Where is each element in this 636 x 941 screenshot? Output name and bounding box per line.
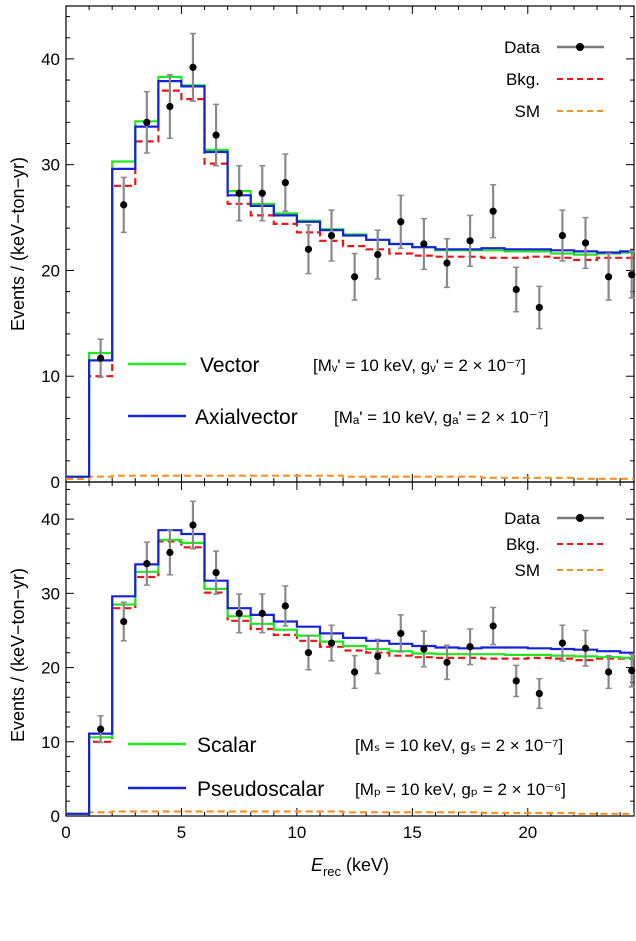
x-axis-title: Erec (keV) (311, 855, 389, 879)
data-point (166, 102, 174, 111)
x-axis-title-unit: (keV) (341, 855, 389, 875)
y-tick-label: 20 (41, 261, 60, 280)
legend-vector-params: [Mᵥ' = 10 keV, gᵥ' = 2 × 10⁻⁷] (313, 356, 526, 375)
y-tick-label: 40 (41, 510, 60, 529)
legend-sm-label-bottom: SM (515, 561, 541, 580)
y-tick-label: 20 (41, 659, 60, 678)
y-tick-label: 30 (41, 156, 60, 175)
data-point (558, 639, 567, 647)
series-sm-line (66, 810, 634, 815)
data-point (443, 259, 451, 267)
data-point (374, 652, 382, 661)
data-point (189, 521, 197, 529)
x-tick-label: 10 (287, 823, 306, 842)
legend-data-label-bottom: Data (504, 509, 540, 528)
data-point (351, 668, 359, 676)
y-tick-label: 30 (41, 584, 60, 603)
data-point (374, 250, 382, 259)
legend-vector-label: Vector (200, 354, 260, 377)
data-point (189, 63, 197, 71)
x-tick-label: 20 (518, 823, 537, 842)
data-point (512, 285, 520, 294)
legend-sm-label: SM (515, 102, 541, 121)
y-tick-label: 10 (41, 733, 60, 752)
legend-pseudoscalar-label: Pseudoscalar (197, 778, 324, 801)
legend-data-label: Data (504, 38, 540, 57)
legend-scalar-params: [Mₛ = 10 keV, gₛ = 2 × 10⁻⁷] (355, 736, 563, 755)
data-point (97, 354, 105, 362)
data-point (397, 629, 405, 638)
y-axis-title-bottom: Events / (keV−ton−yr) (8, 568, 28, 742)
model-legend-bottom: Scalar [Mₛ = 10 keV, gₛ = 2 × 10⁻⁷] Pseu… (128, 734, 566, 801)
data-point (420, 645, 428, 653)
data-point (212, 131, 220, 139)
x-tick-label: 15 (403, 823, 422, 842)
data-point (212, 568, 220, 577)
data-point (235, 609, 243, 617)
data-point (143, 560, 151, 568)
data-point (489, 622, 497, 630)
legend-data-marker (576, 43, 584, 51)
legend-bkg-label: Bkg. (506, 70, 540, 89)
data-legend-top: Data Bkg. SM (504, 38, 604, 121)
data-point (281, 602, 289, 610)
data-point (443, 658, 451, 666)
data-point (489, 207, 497, 215)
data-point (258, 609, 266, 617)
data-point (628, 271, 636, 279)
model-legend-top: Vector [Mᵥ' = 10 keV, gᵥ' = 2 × 10⁻⁷] Ax… (128, 354, 549, 429)
data-point (581, 644, 590, 652)
y-tick-label: 0 (51, 473, 60, 492)
legend-scalar-label: Scalar (197, 734, 257, 757)
data-point (120, 201, 128, 209)
y-tick-label: 0 (51, 807, 60, 826)
y-axis-title-top: Events / (keV−ton−yr) (8, 157, 28, 331)
data-point (143, 118, 151, 126)
data-point (558, 231, 567, 240)
data-point (466, 643, 474, 651)
legend-axialvector-params: [Mₐ' = 10 keV, gₐ' = 2 × 10⁻⁷] (334, 408, 549, 427)
x-tick-label: 5 (177, 823, 186, 842)
y-tick-label: 10 (41, 367, 60, 386)
legend-pseudoscalar-params: [Mₚ = 10 keV, gₚ = 2 × 10⁻⁶] (355, 780, 566, 799)
data-point (304, 245, 313, 253)
y-tick-label: 40 (41, 50, 60, 69)
legend-data-marker-bottom (576, 514, 584, 522)
data-point (605, 273, 613, 281)
data-point (628, 666, 636, 675)
x-axis-title-main: E (311, 855, 324, 875)
data-point (166, 548, 174, 557)
data-point (281, 179, 289, 187)
data-legend-bottom: Data Bkg. SM (504, 509, 604, 580)
series-axialvector-line (66, 80, 634, 478)
data-point (327, 639, 336, 647)
data-point (351, 273, 359, 281)
x-axis-title-sub: rec (323, 864, 342, 879)
panel-top: 0 10 20 30 40 Events / (keV−ton−yr) Data Bkg… (8, 5, 636, 492)
x-tick-label: 0 (61, 823, 70, 842)
data-point (304, 649, 313, 657)
legend-axialvector-label: Axialvector (195, 406, 298, 429)
series-sm-line (66, 474, 634, 480)
data-point (535, 303, 543, 312)
data-point (397, 218, 405, 226)
data-point (327, 231, 336, 240)
data-point (512, 677, 520, 685)
data-point (535, 689, 543, 698)
data-point (420, 240, 428, 248)
data-point (120, 617, 128, 626)
data-point (258, 189, 266, 197)
legend-bkg-label-bottom: Bkg. (506, 535, 540, 554)
data-point (581, 239, 590, 247)
data-point (466, 237, 474, 245)
series-pseudoscalar-line (66, 529, 634, 815)
data-point (235, 189, 243, 197)
plot-frame-bottom (65, 481, 635, 817)
data-point (97, 725, 105, 733)
data-point (605, 668, 613, 676)
